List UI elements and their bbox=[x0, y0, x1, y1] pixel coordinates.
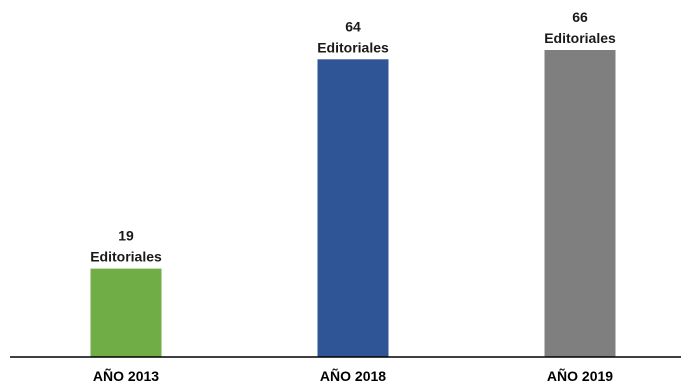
data-label-value-2: 66 bbox=[572, 9, 588, 25]
bar-1 bbox=[317, 59, 389, 357]
data-label-value-1: 64 bbox=[345, 18, 361, 34]
data-label-unit-1: Editoriales bbox=[317, 39, 389, 55]
data-label-unit-2: Editoriales bbox=[544, 30, 616, 46]
data-label-unit-0: Editoriales bbox=[90, 249, 162, 265]
category-labels-group: AÑO 2013 AÑO 2018 AÑO 2019 bbox=[93, 367, 613, 384]
bar-2 bbox=[544, 50, 616, 357]
bar-0 bbox=[90, 268, 162, 357]
value-labels-group: 19 Editoriales 64 Editoriales 66 Editoriales bbox=[90, 9, 616, 265]
category-label-2: AÑO 2019 bbox=[547, 367, 613, 384]
data-label-value-0: 19 bbox=[118, 228, 134, 244]
category-label-1: AÑO 2018 bbox=[320, 367, 386, 384]
category-label-0: AÑO 2013 bbox=[93, 367, 159, 384]
bars-group bbox=[90, 50, 616, 357]
